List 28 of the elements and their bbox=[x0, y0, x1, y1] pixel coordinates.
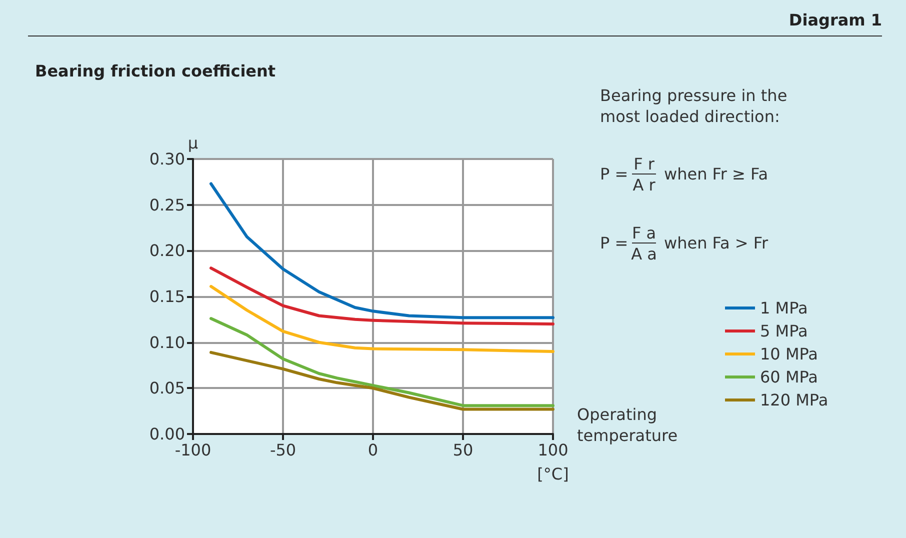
y-tick-label: 0.25 bbox=[149, 195, 185, 214]
text: [°C] bbox=[537, 464, 569, 484]
x-tick-label: 50 bbox=[452, 440, 474, 460]
y-tick-label: 0.10 bbox=[149, 332, 185, 352]
y-tick-label: 0.05 bbox=[149, 378, 185, 398]
y-tick-label: 0.30 bbox=[149, 150, 185, 168]
x-axis-title: Operating temperature bbox=[577, 405, 678, 445]
y-tick-label: 0.15 bbox=[149, 287, 185, 306]
x-tick-label: 100 bbox=[538, 440, 568, 460]
y-axis-title: μ bbox=[188, 134, 198, 152]
text: Diagram 1 bbox=[788, 10, 882, 30]
line-series bbox=[210, 317, 554, 408]
chart-title: Bearing friction coefficient bbox=[35, 62, 276, 80]
line-series bbox=[210, 284, 554, 353]
legend-label: 1 MPa bbox=[760, 298, 808, 318]
x-tick-label: -50 bbox=[270, 440, 296, 460]
legend-label: 120 MPa bbox=[760, 390, 828, 410]
legend-label: 10 MPa bbox=[760, 344, 818, 364]
x-tick-label: -100 bbox=[174, 440, 212, 460]
line-series bbox=[210, 182, 554, 320]
line-series bbox=[210, 266, 554, 326]
legend-label: 60 MPa bbox=[760, 368, 818, 386]
line-series bbox=[210, 350, 554, 411]
text: Bearing pressure in the most loaded direction: bbox=[600, 86, 788, 126]
y-tick-label: 0.20 bbox=[149, 241, 185, 260]
x-tick-label: 0 bbox=[368, 440, 378, 460]
y-tick-label: 0.00 bbox=[149, 424, 185, 444]
legend-label: 5 MPa bbox=[760, 322, 808, 340]
